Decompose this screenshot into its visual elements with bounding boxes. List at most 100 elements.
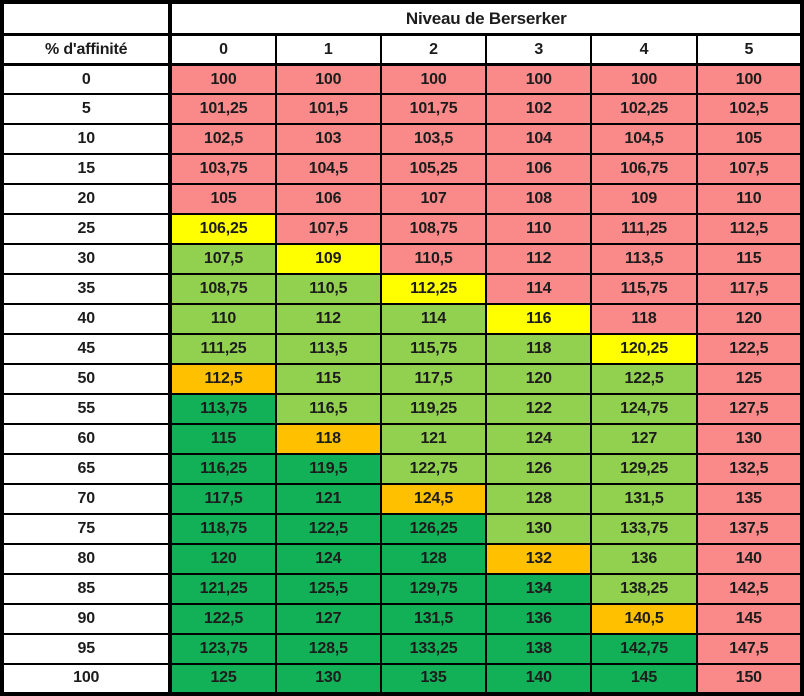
affinity-row-header: 5 [0, 93, 173, 126]
value-cell: 135 [695, 483, 804, 516]
value-cell: 113,5 [590, 243, 698, 276]
value-cell: 129,75 [379, 572, 488, 605]
table-row: 85 121,25 125,5 129,75 134 138,25 142,5 [0, 572, 804, 605]
value-cell: 101,5 [274, 93, 382, 126]
value-cell: 132 [485, 543, 593, 575]
value-cell: 145 [590, 662, 698, 696]
table-row: 70 117,5 121 124,5 128 131,5 135 [0, 483, 804, 516]
affinity-row-header: 45 [0, 333, 173, 366]
value-cell: 115,75 [379, 333, 488, 366]
table-row: 80 120 124 128 132 136 140 [0, 543, 804, 575]
value-cell: 101,75 [379, 93, 488, 126]
value-cell: 107,5 [169, 243, 277, 276]
value-cell: 114 [379, 303, 488, 336]
value-cell: 115 [695, 243, 804, 276]
affinity-column-label: % d'affinité [0, 33, 173, 66]
table-row: 5 101,25 101,5 101,75 102 102,25 102,5 [0, 93, 804, 126]
table-row: 50 112,5 115 117,5 120 122,5 125 [0, 363, 804, 396]
corner-cell [0, 1, 173, 36]
value-cell: 100 [695, 63, 804, 96]
level-header-3: 3 [485, 33, 593, 66]
value-cell: 142,75 [590, 632, 698, 665]
affinity-row-header: 15 [0, 153, 173, 186]
value-cell: 120 [169, 543, 277, 575]
value-cell: 111,25 [169, 333, 277, 366]
value-cell: 118 [485, 333, 593, 366]
affinity-row-header: 40 [0, 303, 173, 336]
value-cell: 138 [485, 632, 593, 665]
value-cell: 114 [485, 273, 593, 306]
table-row: 35 108,75 110,5 112,25 114 115,75 117,5 [0, 273, 804, 306]
value-cell: 132,5 [695, 453, 804, 486]
column-header-row: % d'affinité 0 1 2 3 4 5 [0, 33, 804, 66]
value-cell: 104,5 [590, 123, 698, 156]
value-cell: 106,75 [590, 153, 698, 186]
value-cell: 120,25 [590, 333, 698, 366]
value-cell: 142,5 [695, 572, 804, 605]
value-cell: 117,5 [695, 273, 804, 306]
table-row: 55 113,75 116,5 119,25 122 124,75 127,5 [0, 393, 804, 426]
value-cell: 147,5 [695, 632, 804, 665]
value-cell: 102,25 [590, 93, 698, 126]
value-cell: 112,5 [169, 363, 277, 396]
affinity-row-header: 50 [0, 363, 173, 396]
value-cell: 110 [169, 303, 277, 336]
level-header-4: 4 [590, 33, 698, 66]
value-cell: 112,5 [695, 213, 804, 246]
value-cell: 118 [274, 423, 382, 456]
value-cell: 113,75 [169, 393, 277, 426]
value-cell: 123,75 [169, 632, 277, 665]
value-cell: 112,25 [379, 273, 488, 306]
level-header-1: 1 [274, 33, 382, 66]
value-cell: 127,5 [695, 393, 804, 426]
value-cell: 125 [695, 363, 804, 396]
level-header-0: 0 [169, 33, 277, 66]
table-row: 10 102,5 103 103,5 104 104,5 105 [0, 123, 804, 156]
value-cell: 102,5 [169, 123, 277, 156]
value-cell: 136 [590, 543, 698, 575]
value-cell: 112 [274, 303, 382, 336]
value-cell: 120 [485, 363, 593, 396]
value-cell: 125 [169, 662, 277, 696]
value-cell: 110 [485, 213, 593, 246]
value-cell: 137,5 [695, 513, 804, 545]
value-cell: 105 [169, 183, 277, 216]
value-cell: 115,75 [590, 273, 698, 306]
value-cell: 100 [274, 63, 382, 96]
value-cell: 105 [695, 123, 804, 156]
value-cell: 140 [695, 543, 804, 575]
value-cell: 116 [485, 303, 593, 336]
value-cell: 130 [695, 423, 804, 456]
affinity-row-header: 10 [0, 123, 173, 156]
value-cell: 109 [274, 243, 382, 276]
value-cell: 140,5 [590, 602, 698, 635]
value-cell: 124,5 [379, 483, 488, 516]
value-cell: 121,25 [169, 572, 277, 605]
value-cell: 131,5 [590, 483, 698, 516]
value-cell: 119,5 [274, 453, 382, 486]
table-row: 75 118,75 122,5 126,25 130 133,75 137,5 [0, 513, 804, 545]
value-cell: 110,5 [274, 273, 382, 306]
affinity-row-header: 90 [0, 602, 173, 635]
value-cell: 128 [379, 543, 488, 575]
value-cell: 122,75 [379, 453, 488, 486]
level-header-2: 2 [379, 33, 488, 66]
value-cell: 140 [485, 662, 593, 696]
title-row: Niveau de Berserker [0, 0, 804, 36]
level-header-5: 5 [695, 33, 804, 66]
value-cell: 106 [274, 183, 382, 216]
affinity-row-header: 30 [0, 243, 173, 276]
value-cell: 108,75 [169, 273, 277, 306]
value-cell: 100 [169, 63, 277, 96]
table-row: 95 123,75 128,5 133,25 138 142,75 147,5 [0, 632, 804, 665]
value-cell: 106,25 [169, 213, 277, 246]
value-cell: 129,25 [590, 453, 698, 486]
table-row: 90 122,5 127 131,5 136 140,5 145 [0, 602, 804, 635]
table-row: 0 100 100 100 100 100 100 [0, 63, 804, 96]
value-cell: 117,5 [169, 483, 277, 516]
value-cell: 124 [274, 543, 382, 575]
table-row: 65 116,25 119,5 122,75 126 129,25 132,5 [0, 453, 804, 486]
value-cell: 101,25 [169, 93, 277, 126]
